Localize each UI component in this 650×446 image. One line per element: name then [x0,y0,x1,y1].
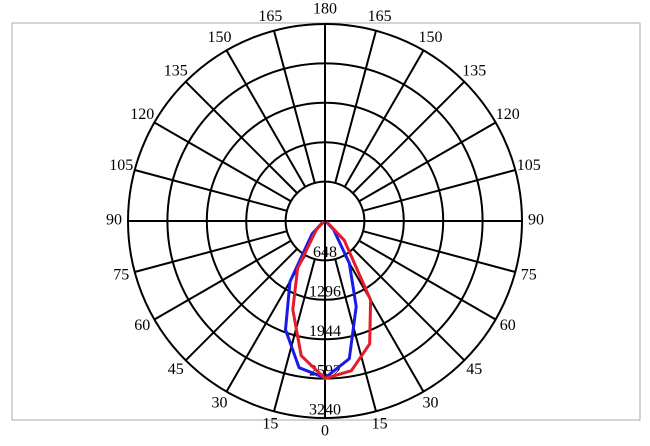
spoke [184,248,298,362]
angle-label: 165 [368,8,392,25]
spoke [134,169,288,212]
spoke [358,239,497,321]
spoke [334,30,377,184]
r-tick-label: 1296 [309,283,341,300]
spoke [184,80,298,194]
spoke [134,230,288,273]
angle-label: 90 [106,212,122,229]
angle-label: 150 [208,29,232,46]
angle-label: 60 [500,317,516,334]
angle-label: 120 [130,106,154,123]
spoke [225,49,307,188]
r-tick-label: 1944 [309,323,341,340]
angle-label: 150 [419,29,443,46]
spoke [343,254,425,393]
angle-label: 30 [423,394,439,411]
spoke [273,258,316,412]
angle-label: 105 [109,157,133,174]
r-tick-label: 648 [313,244,337,261]
spoke [352,248,466,362]
angle-label: 45 [466,361,482,378]
r-tick-label: 3240 [309,402,341,419]
angle-label: 180 [313,1,337,18]
angle-label: 60 [134,317,150,334]
angle-label: 15 [372,415,388,432]
angle-label: 75 [521,266,537,283]
spoke [334,258,377,412]
spoke [153,239,292,321]
spoke [362,230,516,273]
angle-label: 120 [496,106,520,123]
spoke [343,49,425,188]
frame [11,22,641,421]
angle-label: 90 [528,212,544,229]
angle-label: 135 [164,62,188,79]
spoke [358,121,497,203]
angle-label: 135 [462,62,486,79]
spoke [362,169,516,212]
angle-label: 45 [168,361,184,378]
spoke [153,121,292,203]
series-curve [291,220,373,380]
angle-label: 105 [517,157,541,174]
spoke [273,30,316,184]
spoke [352,80,466,194]
angle-label: 165 [258,8,282,25]
angle-label: 75 [113,266,129,283]
angle-label: 0 [321,423,329,440]
angle-label: 30 [212,394,228,411]
angle-label: 15 [262,415,278,432]
